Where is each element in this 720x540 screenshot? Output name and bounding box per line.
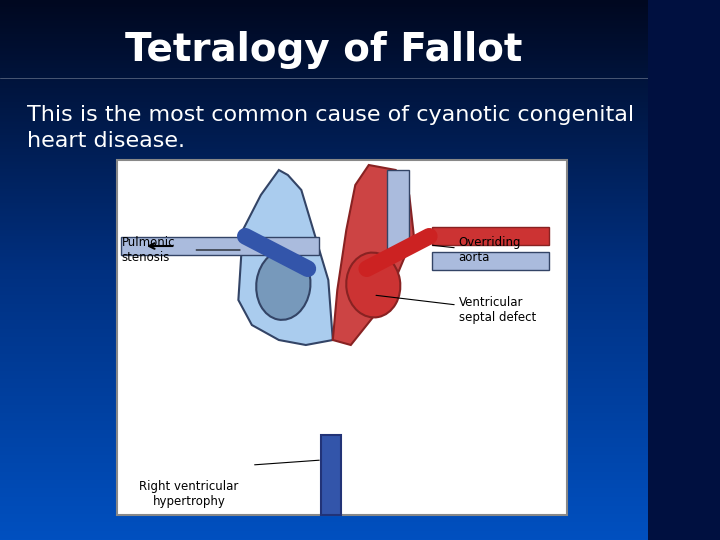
Bar	[122, 237, 319, 255]
Bar	[387, 170, 409, 250]
Bar	[321, 435, 341, 515]
Polygon shape	[333, 165, 414, 345]
Polygon shape	[238, 170, 333, 345]
Ellipse shape	[346, 253, 400, 318]
Text: Tetralogy of Fallot: Tetralogy of Fallot	[125, 31, 523, 69]
Ellipse shape	[256, 250, 310, 320]
FancyArrowPatch shape	[366, 237, 429, 269]
Bar	[432, 252, 549, 270]
Text: This is the most common cause of cyanotic congenital
heart disease.: This is the most common cause of cyanoti…	[27, 105, 634, 151]
FancyArrowPatch shape	[246, 237, 308, 269]
FancyBboxPatch shape	[117, 160, 567, 515]
Text: Pulmonic
stenosis: Pulmonic stenosis	[122, 236, 175, 264]
Bar	[432, 227, 549, 245]
Text: Ventricular
septal defect: Ventricular septal defect	[459, 296, 536, 324]
Text: Right ventricular
hypertrophy: Right ventricular hypertrophy	[139, 480, 238, 508]
Text: Overriding
aorta: Overriding aorta	[459, 236, 521, 264]
